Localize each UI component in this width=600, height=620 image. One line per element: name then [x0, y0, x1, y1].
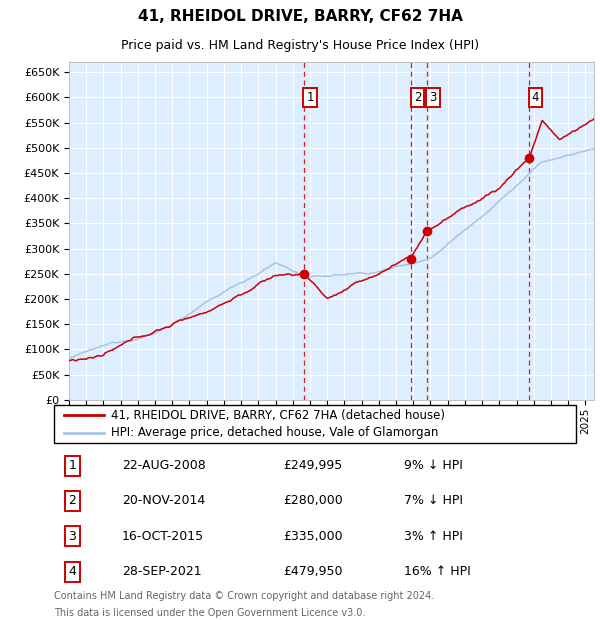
Text: £249,995: £249,995 — [284, 459, 343, 472]
Text: 20-NOV-2014: 20-NOV-2014 — [122, 495, 205, 507]
Text: £280,000: £280,000 — [284, 495, 343, 507]
Text: 7% ↓ HPI: 7% ↓ HPI — [404, 495, 463, 507]
Text: 2: 2 — [414, 91, 421, 104]
Text: 28-SEP-2021: 28-SEP-2021 — [122, 565, 202, 578]
Text: 4: 4 — [532, 91, 539, 104]
Text: £479,950: £479,950 — [284, 565, 343, 578]
Point — [100, 429, 107, 436]
Text: 41, RHEIDOL DRIVE, BARRY, CF62 7HA (detached house): 41, RHEIDOL DRIVE, BARRY, CF62 7HA (deta… — [112, 409, 445, 422]
Text: 9% ↓ HPI: 9% ↓ HPI — [404, 459, 463, 472]
Text: 4: 4 — [68, 565, 76, 578]
Text: 3: 3 — [430, 91, 437, 104]
Point — [100, 412, 107, 419]
Text: This data is licensed under the Open Government Licence v3.0.: This data is licensed under the Open Gov… — [54, 608, 365, 618]
Text: 41, RHEIDOL DRIVE, BARRY, CF62 7HA: 41, RHEIDOL DRIVE, BARRY, CF62 7HA — [137, 9, 463, 24]
Text: 16-OCT-2015: 16-OCT-2015 — [122, 530, 204, 542]
FancyBboxPatch shape — [54, 405, 576, 443]
Text: Contains HM Land Registry data © Crown copyright and database right 2024.: Contains HM Land Registry data © Crown c… — [54, 591, 434, 601]
Text: 1: 1 — [307, 91, 314, 104]
Text: £335,000: £335,000 — [284, 530, 343, 542]
Point — [61, 429, 68, 436]
Point — [61, 412, 68, 419]
Text: 3% ↑ HPI: 3% ↑ HPI — [404, 530, 463, 542]
Text: 3: 3 — [68, 530, 76, 542]
Text: 22-AUG-2008: 22-AUG-2008 — [122, 459, 206, 472]
Text: 1: 1 — [68, 459, 76, 472]
Text: HPI: Average price, detached house, Vale of Glamorgan: HPI: Average price, detached house, Vale… — [112, 427, 439, 440]
Text: 16% ↑ HPI: 16% ↑ HPI — [404, 565, 470, 578]
Text: Price paid vs. HM Land Registry's House Price Index (HPI): Price paid vs. HM Land Registry's House … — [121, 39, 479, 52]
Text: 2: 2 — [68, 495, 76, 507]
